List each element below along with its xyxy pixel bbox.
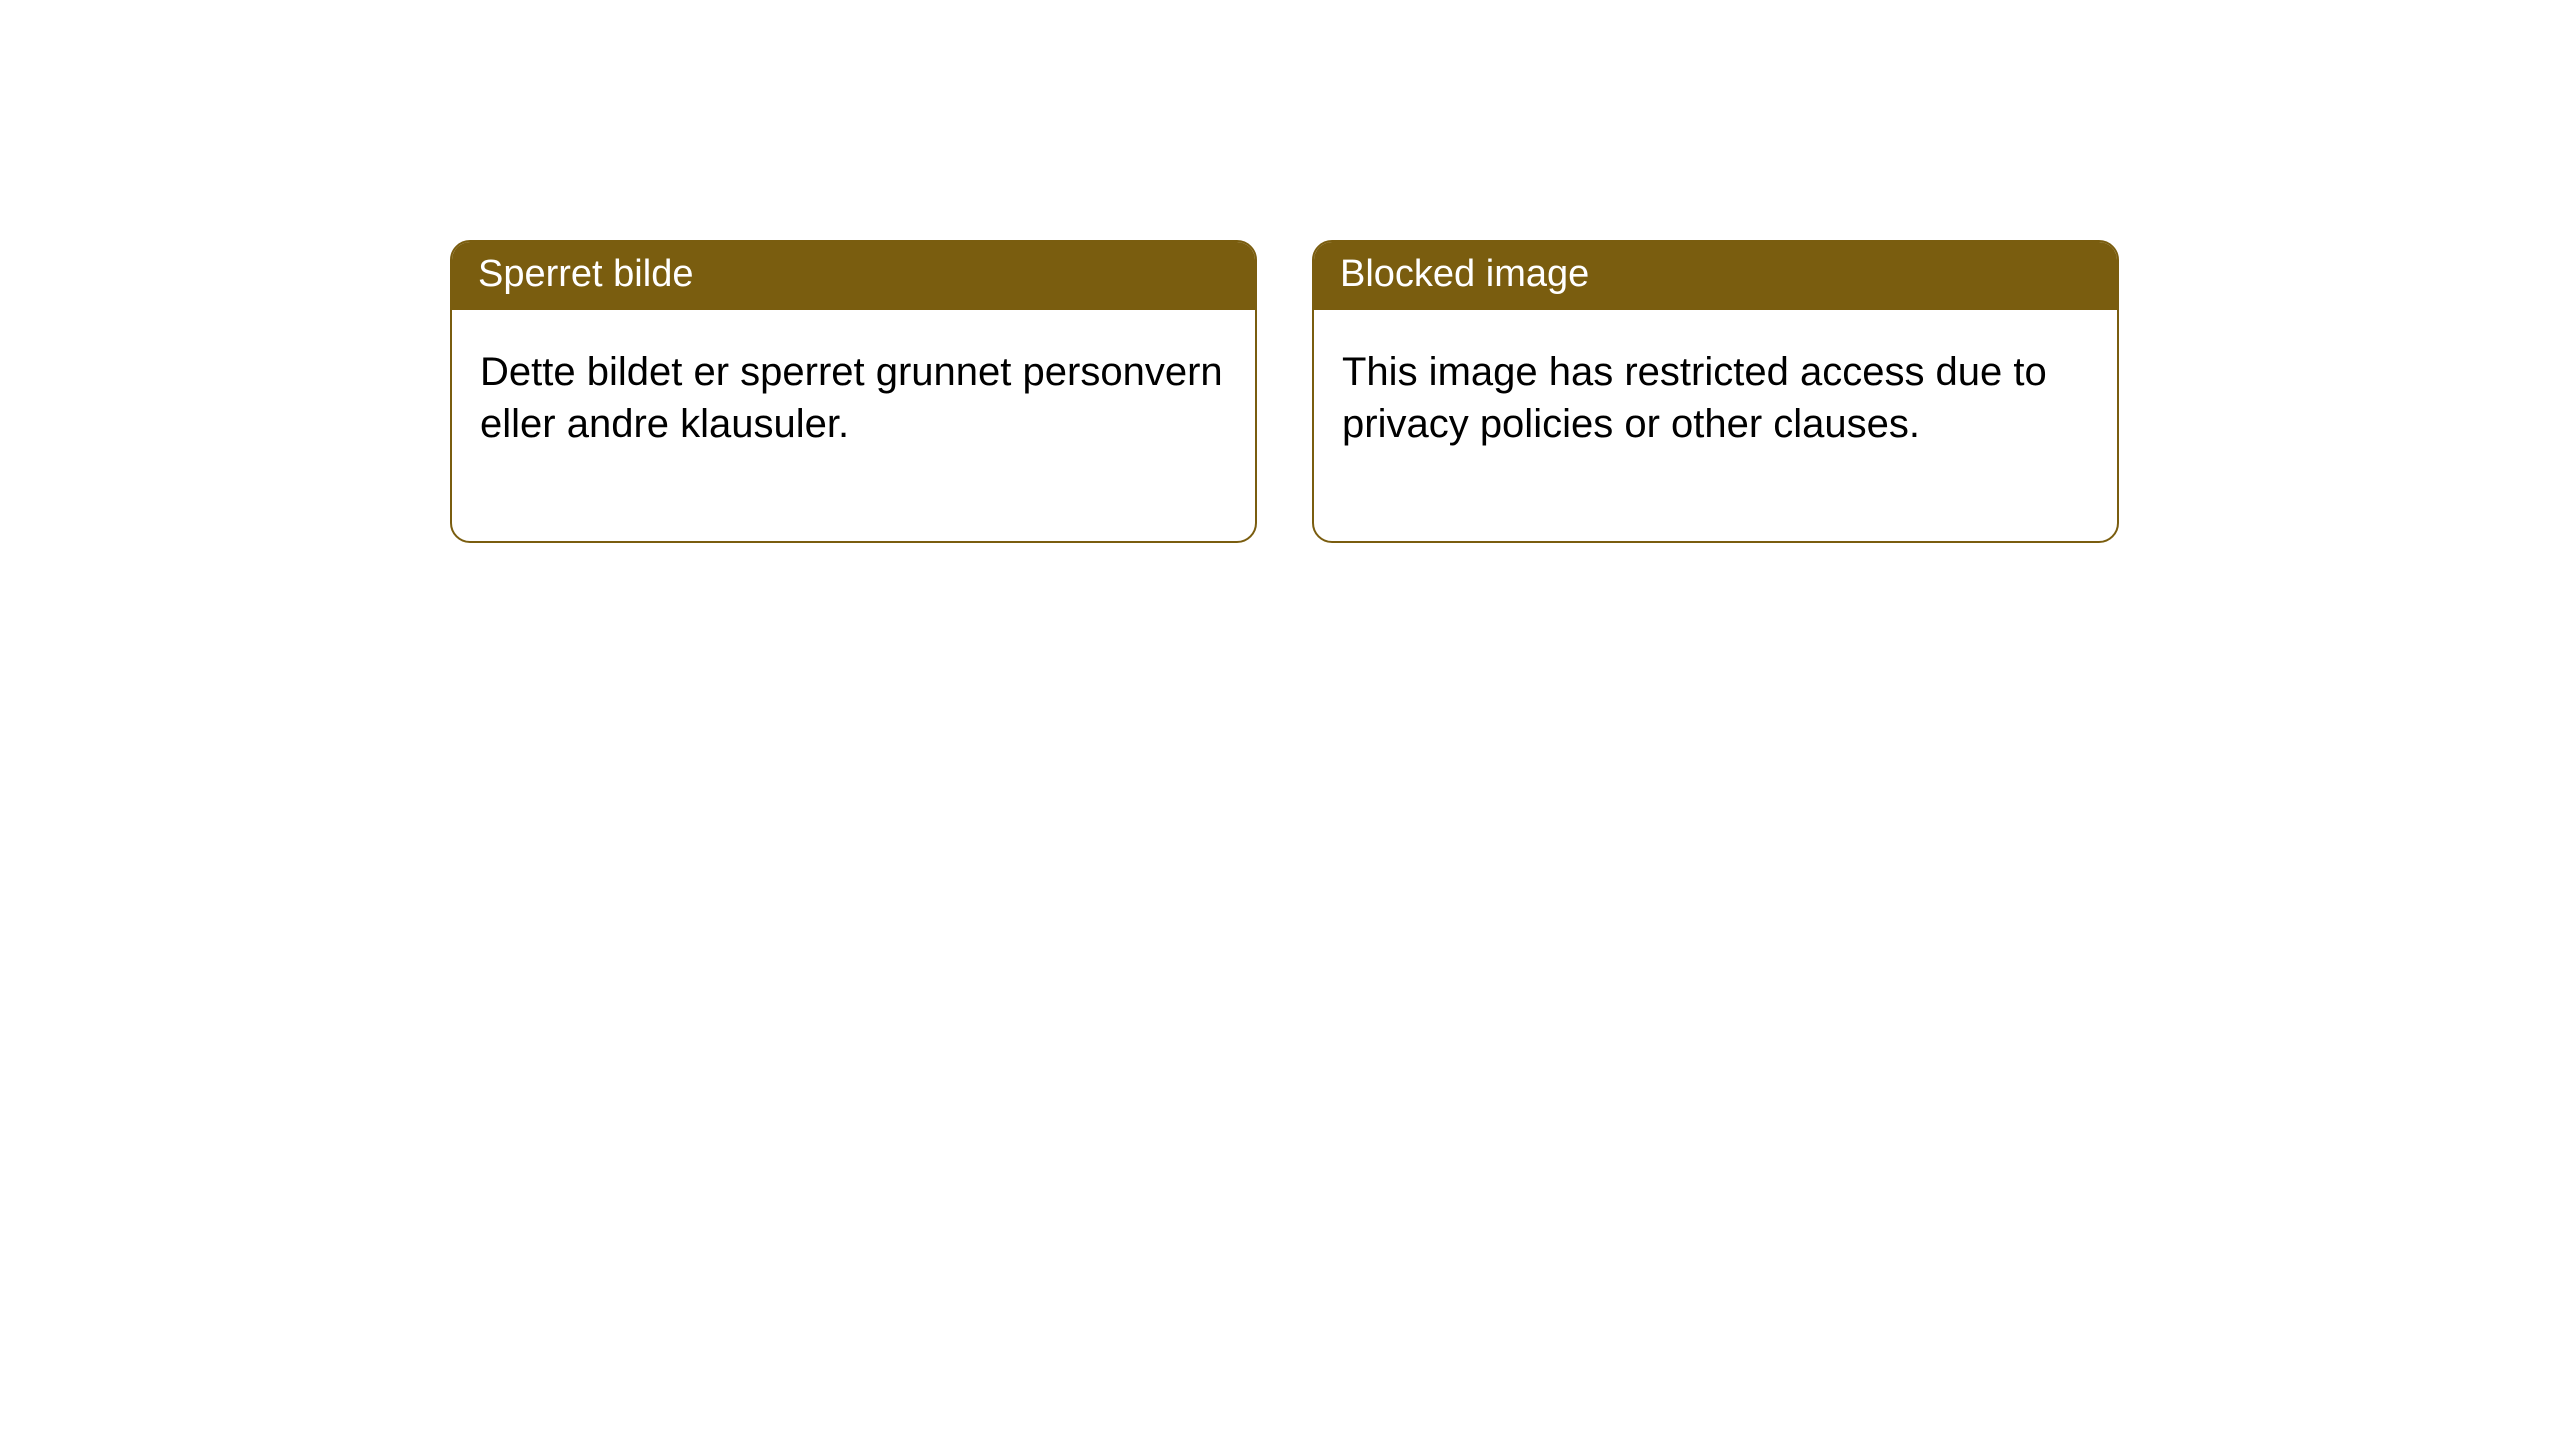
notice-title-norwegian: Sperret bilde [452,242,1255,310]
notice-body-norwegian: Dette bildet er sperret grunnet personve… [452,310,1255,542]
notice-card-english: Blocked image This image has restricted … [1312,240,2119,543]
notice-body-english: This image has restricted access due to … [1314,310,2117,542]
notice-card-norwegian: Sperret bilde Dette bildet er sperret gr… [450,240,1257,543]
notice-container: Sperret bilde Dette bildet er sperret gr… [0,0,2560,543]
notice-title-english: Blocked image [1314,242,2117,310]
